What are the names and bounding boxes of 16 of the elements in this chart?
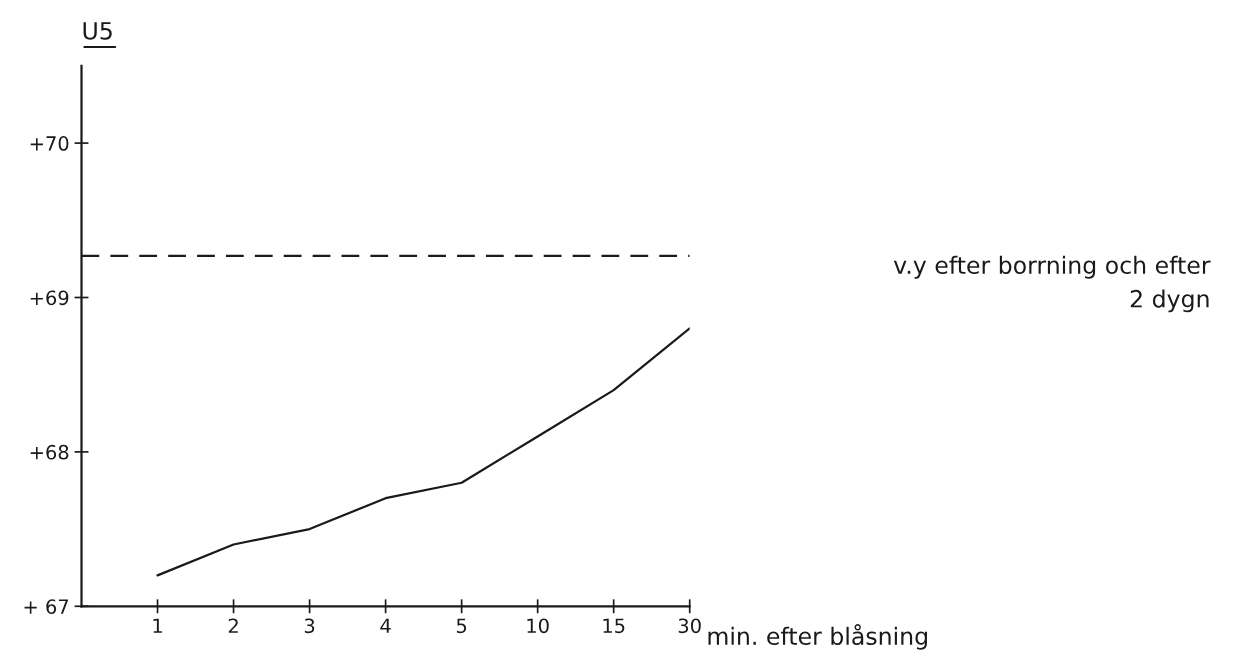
- x-tick-label: 10: [527, 618, 549, 634]
- x-tick-label: 4: [380, 618, 391, 633]
- ref-line-label: v.y efter borrning och efter 2 dygn: [893, 255, 1211, 313]
- x-tick-label: 1: [153, 618, 162, 633]
- y-tick-label: + 67: [24, 599, 69, 614]
- y-tick-label: +70: [30, 136, 69, 151]
- y-tick-label: +69: [30, 290, 69, 306]
- x-tick-label: 2: [228, 618, 238, 633]
- x-tick-label: 5: [456, 618, 467, 634]
- x-tick-label: 15: [603, 618, 625, 634]
- line-series: [156, 327, 690, 577]
- y-axis-title: U5: [83, 22, 112, 40]
- y-tick-label: +68: [30, 444, 69, 460]
- x-axis-title: min. efter blåsning: [708, 624, 927, 650]
- x-tick-label: 3: [304, 618, 315, 634]
- x-tick-label: 30: [678, 618, 701, 634]
